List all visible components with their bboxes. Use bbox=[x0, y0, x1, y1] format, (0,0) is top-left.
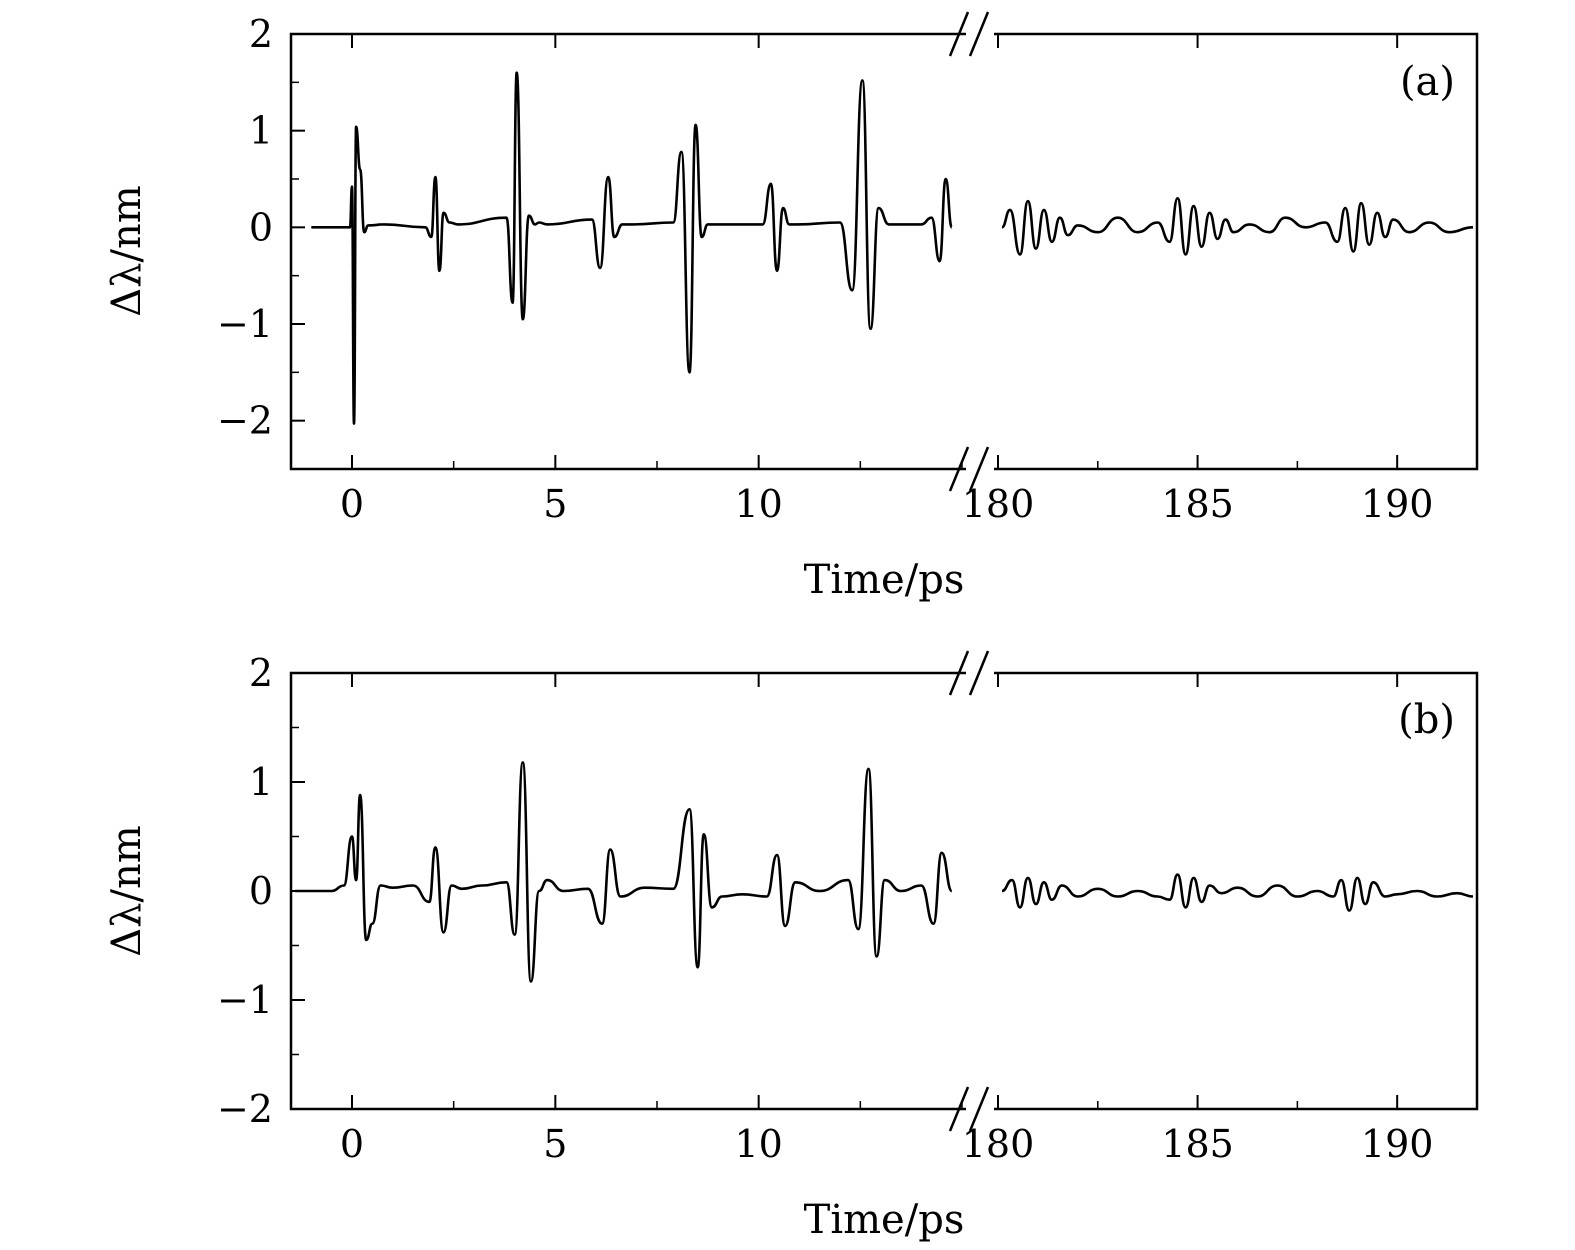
axis-break-slash bbox=[948, 1086, 970, 1132]
y-axis-label: Δλ/nm bbox=[104, 825, 150, 956]
y-tick-label: −2 bbox=[217, 1087, 273, 1131]
y-tick-label: 1 bbox=[249, 109, 273, 153]
panel-b: 210−1−20 5 10 180 185 190 (b) Time/ps Δλ/nm bbox=[104, 650, 1479, 1243]
y-tick-label: −1 bbox=[217, 302, 273, 346]
x-axis-label: Time/ps bbox=[804, 557, 965, 603]
y-tick-label: 2 bbox=[249, 12, 273, 56]
x-tick-label: 10 bbox=[734, 1122, 782, 1166]
data-lines bbox=[295, 761, 1474, 983]
y-tick-label: 2 bbox=[249, 651, 273, 695]
axis-break-marks bbox=[948, 11, 994, 492]
tick-labels: 210−1−20 5 10 180 185 190 bbox=[217, 651, 1433, 1166]
x-tick-label: 190 bbox=[1361, 482, 1434, 526]
axis-break-slash bbox=[948, 446, 970, 492]
y-tick-label: −2 bbox=[217, 399, 273, 443]
x-tick-label: 190 bbox=[1361, 1122, 1434, 1166]
axis-break-slash bbox=[968, 11, 990, 57]
axis-ticks bbox=[291, 672, 1399, 1110]
axis-ticks bbox=[291, 33, 1399, 470]
axis-break-marks bbox=[948, 650, 994, 1132]
panel-label: (b) bbox=[1398, 697, 1455, 743]
x-tick-label: 5 bbox=[543, 1122, 567, 1166]
series-line bbox=[1001, 197, 1474, 256]
x-tick-label: 0 bbox=[340, 482, 364, 526]
axis-break-slash bbox=[968, 1086, 990, 1132]
axis-break-slash bbox=[968, 650, 990, 696]
y-tick-label: 0 bbox=[249, 869, 273, 913]
y-tick-label: 1 bbox=[249, 760, 273, 804]
series-line bbox=[311, 71, 954, 425]
panel-a: 210−1−20 5 10 180 185 190 (a) Time/ps Δλ/nm bbox=[104, 11, 1479, 603]
x-tick-label: 185 bbox=[1161, 482, 1234, 526]
x-tick-label: 180 bbox=[962, 482, 1035, 526]
x-axis-label: Time/ps bbox=[804, 1197, 965, 1243]
x-tick-label: 185 bbox=[1161, 1122, 1234, 1166]
panel-label: (a) bbox=[1400, 59, 1455, 105]
series-line bbox=[1001, 873, 1474, 912]
y-tick-label: 0 bbox=[249, 205, 273, 249]
series-line bbox=[295, 761, 954, 983]
y-axis-label: Δλ/nm bbox=[104, 185, 150, 316]
x-tick-label: 5 bbox=[543, 482, 567, 526]
axis-break-slash bbox=[948, 650, 970, 696]
x-tick-label: 180 bbox=[962, 1122, 1035, 1166]
axis-break-slash bbox=[948, 11, 970, 57]
axis-break-slash bbox=[968, 446, 990, 492]
x-tick-label: 0 bbox=[340, 1122, 364, 1166]
plot-frame bbox=[289, 671, 1479, 1111]
tick-labels: 210−1−20 5 10 180 185 190 bbox=[217, 12, 1433, 526]
plot-frame bbox=[289, 32, 1479, 471]
data-lines bbox=[311, 71, 1474, 425]
x-tick-label: 10 bbox=[734, 482, 782, 526]
y-tick-label: −1 bbox=[217, 978, 273, 1022]
